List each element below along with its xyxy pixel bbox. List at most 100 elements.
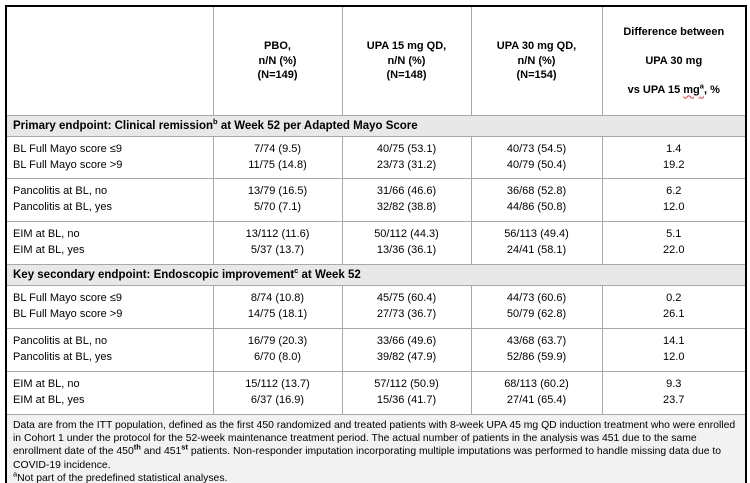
upa30-cell: 43/68 (63.7) 52/86 (59.9): [470, 328, 603, 372]
cell-value: 32/82 (38.8): [376, 201, 437, 214]
cell-value: 22.0: [663, 244, 685, 257]
cell-value: 57/112 (50.9): [374, 377, 439, 390]
cell-value: 5.1: [666, 228, 682, 241]
cell-value: 56/113 (49.4): [504, 228, 569, 241]
cell-value: 44/86 (50.8): [506, 201, 567, 214]
footnotes-cell: Data are from the ITT population, define…: [5, 413, 747, 483]
upa30-cell: 40/73 (54.5) 40/79 (50.4): [470, 135, 603, 180]
cell-value: 16/79 (20.3): [247, 335, 308, 348]
row-label-cell: EIM at BL, no EIM at BL, yes: [5, 221, 214, 266]
header-upa15: UPA 15 mg QD, n/N (%) (N=148): [341, 5, 472, 116]
table-row-group-pancolitis-secondary: Pancolitis at BL, no Pancolitis at BL, y…: [5, 328, 747, 372]
cell-value: 43/68 (63.7): [506, 335, 567, 348]
cell-value: 9.3: [666, 377, 682, 390]
pbo-cell: 16/79 (20.3) 6/70 (8.0): [212, 328, 343, 372]
upa30-cell: 56/113 (49.4) 24/41 (58.1): [470, 221, 603, 266]
footnote-population: Data are from the ITT population, define…: [13, 419, 736, 471]
table-row-group-eim-secondary: EIM at BL, no EIM at BL, yes 15/112 (13.…: [5, 370, 747, 415]
cell-value: 5/70 (7.1): [253, 201, 302, 214]
row-label: EIM at BL, yes: [13, 244, 85, 257]
table-row-group-pancolitis-primary: Pancolitis at BL, no Pancolitis at BL, y…: [5, 178, 747, 223]
header-row: PBO, n/N (%) (N=149) UPA 15 mg QD, n/N (…: [5, 5, 747, 116]
cell-value: 31/66 (46.6): [376, 185, 437, 198]
row-label: EIM at BL, no: [13, 228, 80, 241]
table-row-group-mayo-primary: BL Full Mayo score ≤9 BL Full Mayo score…: [5, 135, 747, 180]
difference-cell: 6.2 12.0: [601, 178, 747, 223]
upa15-cell: 40/75 (53.1) 23/73 (31.2): [341, 135, 472, 180]
cell-value: 1.4: [666, 142, 682, 155]
cell-value: 0.2: [666, 292, 682, 305]
row-label: EIM at BL, no: [13, 377, 80, 390]
cell-value: 13/36 (36.1): [376, 244, 437, 257]
header-pbo: PBO, n/N (%) (N=149): [212, 5, 343, 116]
row-label-cell: Pancolitis at BL, no Pancolitis at BL, y…: [5, 178, 214, 223]
cell-value: 26.1: [663, 308, 685, 321]
cell-value: 24/41 (58.1): [506, 244, 567, 257]
row-label: Pancolitis at BL, yes: [13, 351, 113, 364]
header-difference-line3: vs UPA 15 mga, %: [627, 80, 720, 96]
spellcheck-underline: mga: [683, 80, 704, 96]
upa15-cell: 33/66 (49.6) 39/82 (47.9): [341, 328, 472, 372]
row-label: Pancolitis at BL, no: [13, 185, 108, 198]
upa15-cell: 57/112 (50.9) 15/36 (41.7): [341, 370, 472, 415]
pbo-cell: 7/74 (9.5) 11/75 (14.8): [212, 135, 343, 180]
header-difference-line1: Difference between: [623, 25, 725, 38]
upa15-cell: 45/75 (60.4) 27/73 (36.7): [341, 285, 472, 330]
cell-value: 7/74 (9.5): [253, 142, 302, 155]
row-label: Pancolitis at BL, yes: [13, 201, 113, 214]
header-difference: Difference between UPA 30 mg vs UPA 15 m…: [601, 5, 747, 116]
header-difference-line2: UPA 30 mg: [645, 54, 703, 67]
row-label: BL Full Mayo score >9: [13, 158, 123, 171]
upa15-cell: 31/66 (46.6) 32/82 (38.8): [341, 178, 472, 223]
upa15-cell: 50/112 (44.3) 13/36 (36.1): [341, 221, 472, 266]
row-label: EIM at BL, yes: [13, 393, 85, 406]
cell-value: 19.2: [663, 158, 685, 171]
cell-value: 40/75 (53.1): [376, 142, 437, 155]
difference-cell: 9.3 23.7: [601, 370, 747, 415]
table-row-group-eim-primary: EIM at BL, no EIM at BL, yes 13/112 (11.…: [5, 221, 747, 266]
cell-value: 5/37 (13.7): [250, 244, 305, 257]
upa30-cell: 44/73 (60.6) 50/79 (62.8): [470, 285, 603, 330]
cell-value: 8/74 (10.8): [250, 292, 305, 305]
cell-value: 40/73 (54.5): [506, 142, 567, 155]
section-header-primary-endpoint: Primary endpoint: Clinical remissionb at…: [5, 114, 747, 137]
row-label-cell: BL Full Mayo score ≤9 BL Full Mayo score…: [5, 285, 214, 330]
cell-value: 45/75 (60.4): [376, 292, 437, 305]
cell-value: 12.0: [663, 201, 685, 214]
cell-value: 11/75 (14.8): [248, 158, 307, 171]
cell-value: 15/36 (41.7): [376, 393, 437, 406]
cell-value: 33/66 (49.6): [376, 335, 437, 348]
header-upa30: UPA 30 mg QD, n/N (%) (N=154): [470, 5, 603, 116]
cell-value: 15/112 (13.7): [245, 377, 310, 390]
footnotes-row: Data are from the ITT population, define…: [5, 413, 747, 483]
cell-value: 23/73 (31.2): [376, 158, 437, 171]
cell-value: 23.7: [663, 393, 685, 406]
upa30-cell: 68/113 (60.2) 27/41 (65.4): [470, 370, 603, 415]
pbo-cell: 13/79 (16.5) 5/70 (7.1): [212, 178, 343, 223]
row-label: BL Full Mayo score ≤9: [13, 142, 122, 155]
cell-value: 44/73 (60.6): [506, 292, 567, 305]
cell-value: 6/70 (8.0): [253, 351, 302, 364]
cell-value: 50/79 (62.8): [506, 308, 567, 321]
row-label-cell: Pancolitis at BL, no Pancolitis at BL, y…: [5, 328, 214, 372]
cell-value: 27/41 (65.4): [506, 393, 567, 406]
difference-cell: 0.2 26.1: [601, 285, 747, 330]
row-label: BL Full Mayo score ≤9: [13, 292, 122, 305]
row-label-cell: EIM at BL, no EIM at BL, yes: [5, 370, 214, 415]
difference-cell: 14.1 12.0: [601, 328, 747, 372]
table-row-group-mayo-secondary: BL Full Mayo score ≤9 BL Full Mayo score…: [5, 285, 747, 330]
cell-value: 6/37 (16.9): [250, 393, 305, 406]
row-label-cell: BL Full Mayo score ≤9 BL Full Mayo score…: [5, 135, 214, 180]
section-header-key-secondary-endpoint: Key secondary endpoint: Endoscopic impro…: [5, 264, 747, 287]
cell-value: 13/79 (16.5): [247, 185, 308, 198]
results-table: PBO, n/N (%) (N=149) UPA 15 mg QD, n/N (…: [5, 5, 747, 483]
header-empty-cell: [5, 5, 214, 116]
upa30-cell: 36/68 (52.8) 44/86 (50.8): [470, 178, 603, 223]
row-label: Pancolitis at BL, no: [13, 335, 108, 348]
cell-value: 52/86 (59.9): [506, 351, 567, 364]
cell-value: 27/73 (36.7): [376, 308, 437, 321]
difference-cell: 5.1 22.0: [601, 221, 747, 266]
pbo-cell: 13/112 (11.6) 5/37 (13.7): [212, 221, 343, 266]
row-label: BL Full Mayo score >9: [13, 308, 123, 321]
